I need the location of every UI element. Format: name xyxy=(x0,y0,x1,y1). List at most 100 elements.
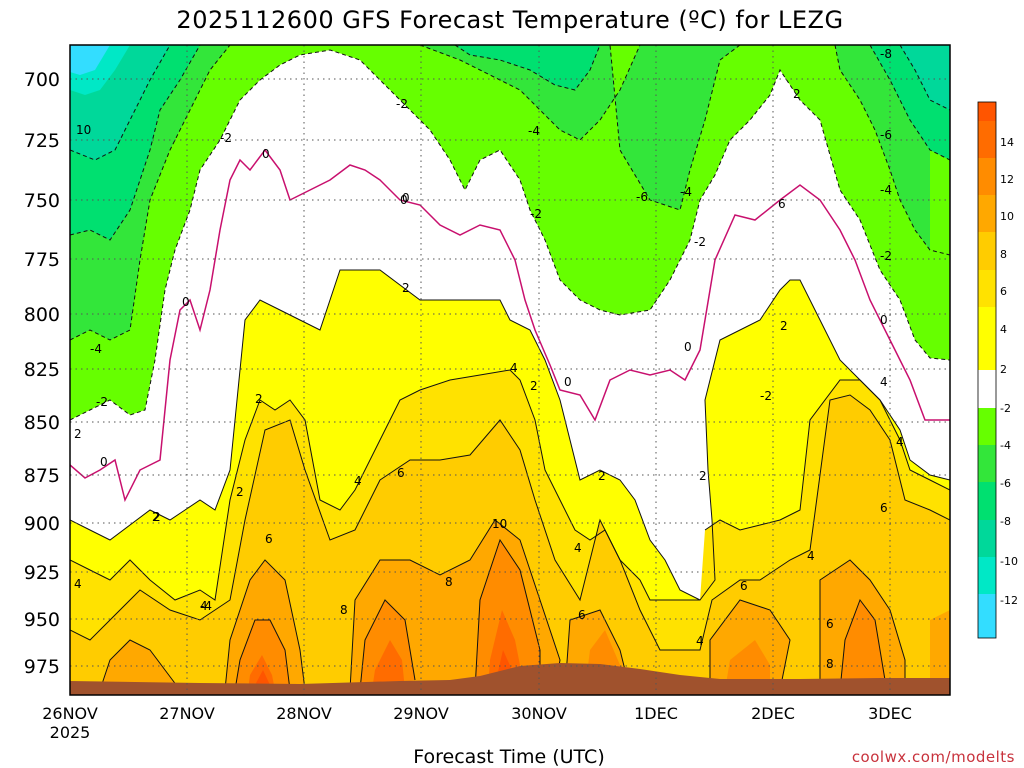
contour-label: 2 xyxy=(780,319,788,333)
colorbar: 14 12 10 8 6 4 2 -2 -4 -6 -8 -10 -12 xyxy=(977,101,1018,639)
isotherm-plus10 xyxy=(234,538,886,691)
contour-label: 2 xyxy=(236,485,244,499)
contour-label: 4 xyxy=(200,599,208,613)
contour-label: -4 xyxy=(90,342,102,356)
contour-label: 10 xyxy=(492,517,507,531)
colorbar-label: 12 xyxy=(1000,173,1014,186)
y-tick-label: 775 xyxy=(24,249,60,271)
contour-label: 6 xyxy=(578,608,586,622)
isotherm-minus8 xyxy=(70,45,950,161)
contour-label: -2 xyxy=(220,131,232,145)
contour-label: 4 xyxy=(354,474,362,488)
y-tick-label: 800 xyxy=(24,304,60,326)
contour-label: 0 xyxy=(400,193,408,207)
contour-label: 2 xyxy=(152,510,160,524)
colorbar-swatch xyxy=(978,520,996,557)
y-tick-label: 950 xyxy=(24,609,60,631)
x-axis: 26NOV 2025 27NOV 28NOV 29NOV 30NOV 1DEC … xyxy=(42,704,912,742)
contour-label: 8 xyxy=(826,657,834,671)
contour-label: 6 xyxy=(826,617,834,631)
colorbar-swatch xyxy=(978,102,996,121)
x-axis-title: Forecast Time (UTC) xyxy=(413,746,604,768)
contour-label: 0 xyxy=(100,455,108,469)
band-near-zero-region xyxy=(70,50,950,600)
colorbar-label: 14 xyxy=(1000,136,1014,149)
band-minus10-region xyxy=(70,45,950,160)
contour-label: 0 xyxy=(402,191,410,205)
y-tick-label: 725 xyxy=(24,130,60,152)
contour-label: -2 xyxy=(96,395,108,409)
contour-label: 0 xyxy=(880,313,888,327)
isotherm-minus4 xyxy=(70,45,950,341)
colorbar-swatch xyxy=(978,482,996,520)
isotherm-minus2 xyxy=(70,49,950,421)
plot-area: 10 -2 0 -4 -2 0 -2 -4 -6 -2 -4 -2 0 -8 -… xyxy=(70,45,950,695)
colorbar-swatch xyxy=(978,408,996,445)
y-tick-label: 825 xyxy=(24,359,60,381)
contour-label: 6 xyxy=(880,501,888,515)
contour-label: 0 xyxy=(684,340,692,354)
colorbar-swatch xyxy=(978,594,996,638)
band-plus12-region xyxy=(248,610,525,690)
x-tick-label: 27NOV xyxy=(159,704,215,723)
colorbar-label: 10 xyxy=(1000,210,1014,223)
y-axis: 700 725 750 775 800 825 850 875 900 925 … xyxy=(24,69,60,678)
contour-label: -2 xyxy=(396,97,408,111)
x-tick-sublabel: 2025 xyxy=(50,723,91,742)
contour-label: -4 xyxy=(680,185,692,199)
contour-labels: 10 -2 0 -4 -2 0 -2 -4 -6 -2 -4 -2 0 -8 -… xyxy=(74,47,904,671)
contour-label: 2 xyxy=(153,510,161,524)
contour-label: -4 xyxy=(528,124,540,138)
contour-label: -4 xyxy=(200,599,212,613)
contour-label: 2 xyxy=(255,392,263,406)
colorbar-swatch xyxy=(978,158,996,195)
contour-label: 0 xyxy=(182,295,190,309)
isotherm-plus6 xyxy=(70,394,950,651)
contour-label: 4 xyxy=(896,435,904,449)
isotherm-plus8 xyxy=(99,519,906,691)
x-tick-label: 30NOV xyxy=(511,704,567,723)
isotherm-lines xyxy=(70,45,950,691)
contour-label: 6 xyxy=(265,532,273,546)
source-credit: coolwx.com/modelts xyxy=(852,748,1015,766)
contour-label: -4 xyxy=(880,183,892,197)
contour-label: -2 xyxy=(880,249,892,263)
contour-label: -6 xyxy=(636,190,648,204)
contour-label: 4 xyxy=(880,375,888,389)
contour-label: 4 xyxy=(696,634,704,648)
contour-label: 2 xyxy=(74,427,82,441)
colorbar-label: -4 xyxy=(1000,439,1011,452)
x-tick-label: 26NOV xyxy=(42,704,98,723)
contour-label: -2 xyxy=(530,207,542,221)
contour-label: 4 xyxy=(510,361,518,375)
contour-label: 4 xyxy=(807,549,815,563)
contour-label: 6 xyxy=(397,466,405,480)
y-tick-label: 850 xyxy=(24,412,60,434)
isotherm-plus2 xyxy=(70,269,950,601)
colorbar-frame xyxy=(977,101,997,639)
y-tick-label: 875 xyxy=(24,465,60,487)
contour-label: 6 xyxy=(778,197,786,211)
y-tick-label: 925 xyxy=(24,562,60,584)
chart-title: 2025112600 GFS Forecast Temperature (ºC)… xyxy=(176,6,843,34)
contour-label: 8 xyxy=(340,603,348,617)
contour-label: 10 xyxy=(76,123,91,137)
isotherm-minus6 xyxy=(70,45,950,241)
colorbar-swatch xyxy=(978,557,996,594)
colorbar-swatch xyxy=(978,307,996,370)
plot-frame xyxy=(69,44,951,696)
contour-label: -6 xyxy=(880,128,892,142)
terrain-ground xyxy=(70,663,950,695)
colorbar-label: -2 xyxy=(1000,402,1011,415)
contour-label: -2 xyxy=(760,389,772,403)
contour-label: 4 xyxy=(574,541,582,555)
colorbar-label: -12 xyxy=(1000,594,1018,607)
band-minus4-region xyxy=(70,45,950,420)
contour-label: -8 xyxy=(880,47,892,61)
x-tick-label: 29NOV xyxy=(393,704,449,723)
contour-label: 0 xyxy=(262,147,270,161)
colorbar-swatch xyxy=(978,121,996,158)
contour-label: 2 xyxy=(402,281,410,295)
x-tick-label: 1DEC xyxy=(634,704,678,723)
